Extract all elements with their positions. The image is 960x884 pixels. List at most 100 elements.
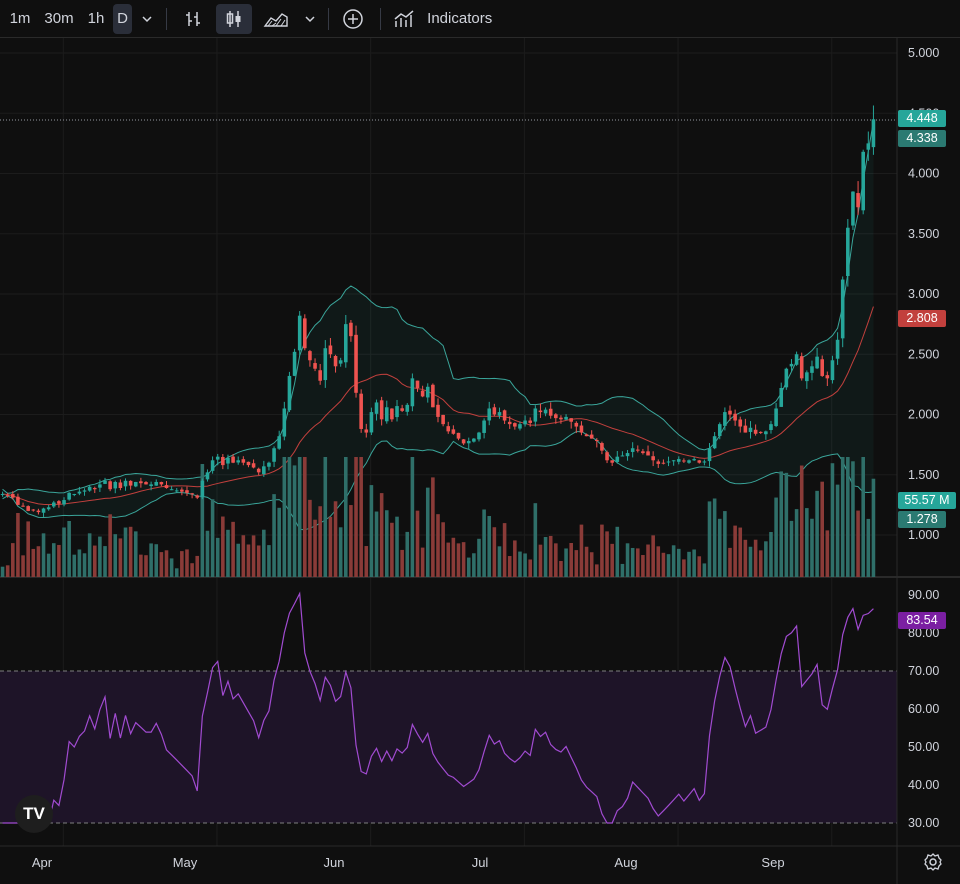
interval-1m-button[interactable]: 1m [9,10,31,27]
volume-bar [92,545,97,577]
volume-bar [595,564,599,577]
candle-body [748,427,753,432]
bb-lower-label: 1.278 [898,511,946,528]
volume-bar [51,543,56,577]
volume-bars [0,457,876,577]
candle-body [282,408,287,437]
volume-bar [16,513,20,577]
candle-body [574,422,579,427]
candle-body [303,318,307,349]
candles-icon[interactable] [216,4,252,34]
candle-body [128,480,133,486]
candle-body [687,460,691,463]
candle-body [600,443,604,451]
candle-body [717,424,722,437]
candle-body [400,408,404,411]
candle-body [451,429,456,434]
bollinger-bands [2,121,874,531]
volume-bar [799,465,804,577]
volume-bar [144,555,148,577]
candle-body [646,451,650,456]
volume-bar [267,545,271,577]
candle-body [374,402,379,414]
candle-body [21,505,25,507]
candle-body [72,494,77,496]
time-tick-label: Sep [761,855,784,870]
volume-bar [292,465,297,577]
candle-body [487,408,492,421]
rsi-tick-label: 50.00 [908,740,939,754]
indicators-icon [393,4,417,34]
interval-menu-chevron-down-icon[interactable] [136,4,158,34]
interval-1h-button[interactable]: 1h [87,10,105,27]
candle-body [384,407,389,422]
volume-bar [805,508,809,577]
chart-type-menu-chevron-down-icon[interactable] [299,4,321,34]
rsi-tick-label: 80.00 [908,626,939,640]
candle-body [92,488,97,490]
time-tick-label: Jul [472,855,489,870]
candle-body [569,418,573,422]
volume-bar [666,554,671,577]
volume-bar [646,544,650,577]
volume-bar [825,530,830,577]
volume-bar [318,506,322,577]
tradingview-logo-icon[interactable]: TV [15,795,53,833]
candle-body [77,491,82,494]
volume-bar [569,542,573,577]
candle-body [0,494,5,496]
compare-plus-circle-icon[interactable] [338,4,368,34]
candle-body [256,468,261,473]
volume-bar [379,493,384,577]
volume-bar [559,560,563,577]
candle-body [641,451,645,454]
candle-body [241,459,246,463]
volume-bar [533,503,538,577]
candle-body [267,462,271,467]
volume-bar [600,524,604,577]
volume-bar [753,539,758,577]
candle-body [338,360,343,364]
bars-icon[interactable] [178,4,208,34]
candle-body [630,448,635,452]
candle-body [251,463,256,468]
candle-body [456,432,461,439]
candle-body [866,143,871,150]
volume-bar [492,527,497,577]
volume-bar [630,547,635,577]
candle-body [820,359,825,376]
area-chart-icon[interactable] [259,4,293,34]
volume-bar [579,524,584,577]
volume-bar [31,548,36,577]
volume-bar [338,527,343,577]
indicators-button[interactable]: Indicators [393,4,501,34]
candle-body [507,421,512,425]
volume-bar [810,518,814,577]
gear-icon[interactable] [922,851,944,873]
volume-bar [343,457,348,577]
volume-bar [139,554,143,577]
volume-bar [446,542,451,577]
interval-d-button[interactable]: D [113,4,132,34]
volume-bar [415,510,420,577]
candle-body [502,410,507,421]
volume-bar [697,556,702,577]
interval-30m-button[interactable]: 30m [44,10,74,27]
volume-bar [174,568,179,577]
price-axis: 5.0004.5004.0003.5003.0002.5002.0001.500… [908,46,939,830]
volume-bar [11,543,15,577]
volume-bar [384,510,389,577]
candle-body [707,448,712,462]
candle-body [635,449,640,451]
candle-body [825,375,830,379]
volume-bar [154,544,159,577]
volume-bar [856,510,860,577]
candle-body [16,496,20,505]
price-chart[interactable]: 5.0004.5004.0003.5003.0002.5002.0001.500… [0,38,960,884]
candle-body [318,370,322,381]
candle-body [221,457,225,466]
candle-body [226,457,230,464]
volume-bar [241,535,246,577]
bb-lower-line [2,431,874,531]
candle-body [41,508,46,513]
